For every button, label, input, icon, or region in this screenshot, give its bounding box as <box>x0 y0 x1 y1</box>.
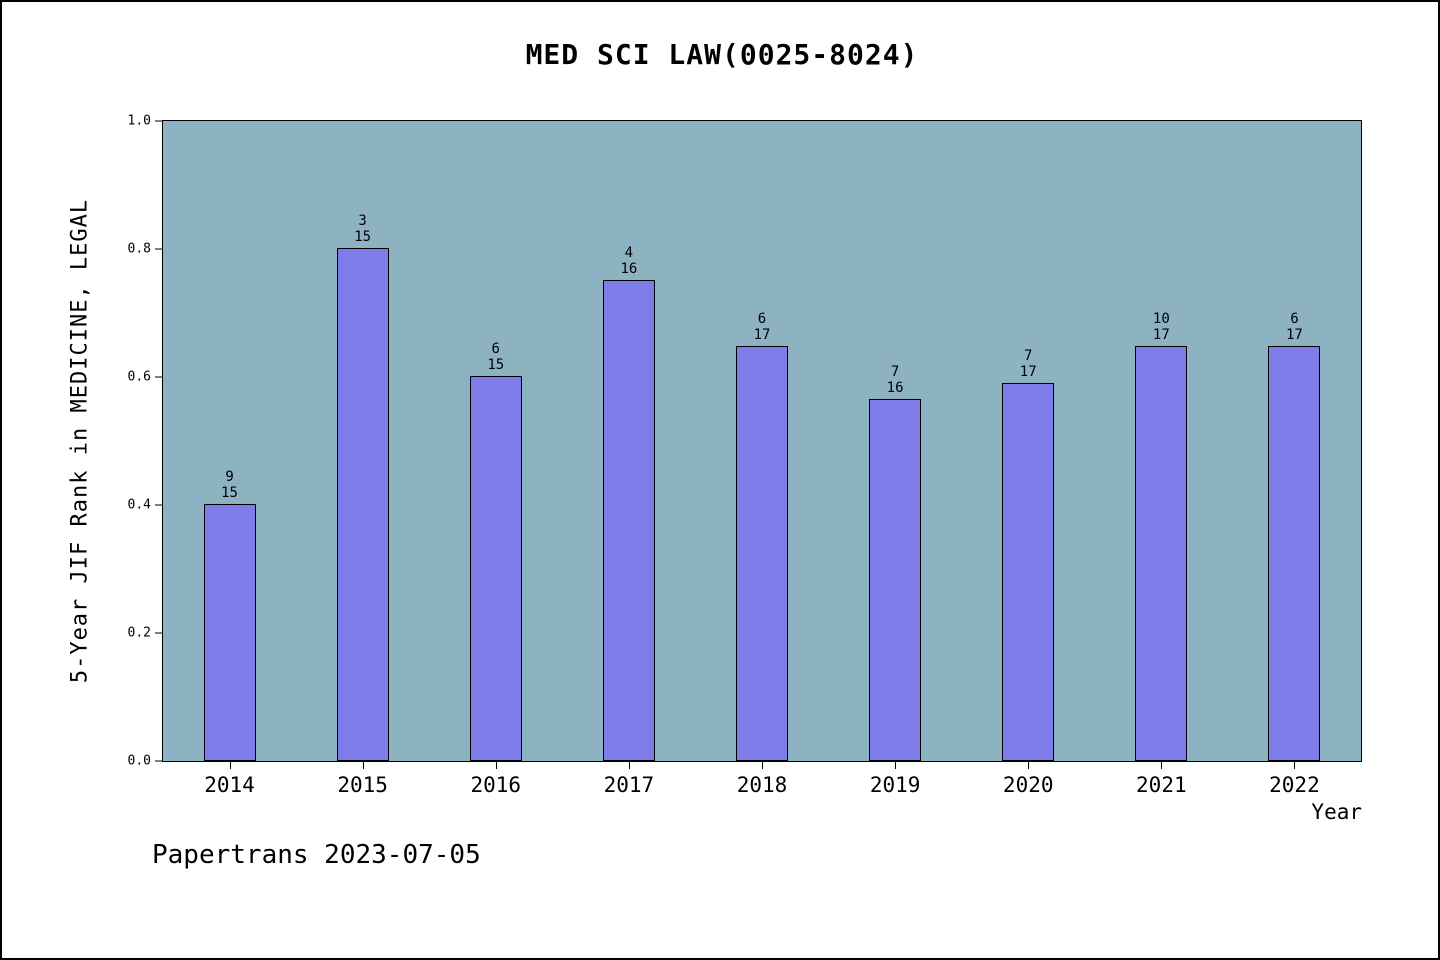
x-tick-mark <box>1028 761 1030 769</box>
bar-2021 <box>1135 346 1188 761</box>
x-tick-label-2018: 2018 <box>736 773 788 797</box>
y-tick-mark <box>155 760 163 762</box>
bar-total-value: 16 <box>620 260 638 277</box>
y-tick-label-0.8: 0.8 <box>127 241 151 257</box>
bar-rank-value: 4 <box>624 244 634 261</box>
x-tick-mark <box>362 761 364 769</box>
x-tick-mark <box>895 761 897 769</box>
bar-rank-value: 6 <box>757 311 767 328</box>
y-tick-mark <box>155 504 163 506</box>
x-tick-mark <box>495 761 497 769</box>
y-tick-label-1.0: 1.0 <box>127 113 151 129</box>
y-tick-mark <box>155 632 163 634</box>
x-tick-label-2022: 2022 <box>1269 773 1320 797</box>
y-tick-label-0.0: 0.0 <box>127 753 151 769</box>
bar-rank-value: 7 <box>890 364 900 381</box>
bar-total-value: 17 <box>753 327 771 344</box>
bar-value-label-2021: 10 17 <box>1153 311 1170 343</box>
x-tick-mark <box>762 761 763 769</box>
bar-2022 <box>1268 346 1321 761</box>
x-tick-mark <box>628 761 630 769</box>
bar-rank-value: 9 <box>225 468 234 485</box>
bar-value-label-2020: 7 17 <box>1020 348 1037 380</box>
bar-total-value: 15 <box>221 484 238 501</box>
bar-value-label-2014: 9 15 <box>221 469 238 501</box>
bar-value-label-2016: 6 15 <box>487 341 504 373</box>
bar-2020 <box>1002 383 1055 761</box>
x-tick-mark <box>1294 761 1296 769</box>
bar-2016 <box>469 375 522 761</box>
watermark-text: Papertrans 2023-07-05 <box>152 840 481 870</box>
bar-total-value: 17 <box>1152 327 1170 344</box>
y-tick-label-0.6: 0.6 <box>127 369 151 385</box>
y-tick-mark <box>155 248 163 250</box>
x-tick-mark <box>1161 761 1163 769</box>
y-tick-mark <box>155 376 163 378</box>
x-tick-mark <box>229 761 231 769</box>
bar-2017 <box>602 279 655 761</box>
bar-value-label-2015: 3 15 <box>354 213 371 245</box>
bar-total-value: 17 <box>1019 364 1037 381</box>
x-tick-label-2020: 2020 <box>1002 773 1054 797</box>
bar-value-label-2018: 6 17 <box>754 311 771 343</box>
bar-total-value: 15 <box>487 356 505 373</box>
y-tick-mark <box>155 120 163 122</box>
bar-rank-value: 3 <box>358 212 367 229</box>
plot-area: 9 15 2014 3 15 2015 6 15 2016 4 16 2017 6 17 2018 7 16 20… <box>128 114 1362 797</box>
bar-2019 <box>869 399 922 761</box>
bar-value-label-2019: 7 16 <box>887 364 904 396</box>
bar-rank-value: 10 <box>1152 311 1170 328</box>
bar-total-value: 17 <box>1286 327 1303 344</box>
chart-title: MED SCI LAW(0025-8024) <box>525 38 919 71</box>
bar-total-value: 15 <box>354 228 372 245</box>
y-tick-label-0.4: 0.4 <box>127 497 151 513</box>
x-tick-label-2019: 2019 <box>869 773 921 797</box>
y-axis-label: 5-Year JIF Rank in MEDICINE, LEGAL <box>67 198 93 684</box>
x-tick-label-2014: 2014 <box>204 773 255 797</box>
x-axis-label: Year <box>1311 800 1362 824</box>
bar-value-label-2017: 4 16 <box>620 245 637 277</box>
y-tick-label-0.2: 0.2 <box>127 625 151 641</box>
bar-rank-value: 7 <box>1023 348 1033 365</box>
x-tick-label-2017: 2017 <box>603 773 655 797</box>
bar-total-value: 16 <box>886 380 904 397</box>
bar-rank-value: 6 <box>1290 311 1299 328</box>
x-tick-label-2016: 2016 <box>470 773 522 797</box>
bar-rank-value: 6 <box>491 340 500 357</box>
bar-2014 <box>203 503 256 761</box>
x-tick-label-2015: 2015 <box>337 773 388 797</box>
x-tick-label-2021: 2021 <box>1136 773 1187 797</box>
bar-2018 <box>736 346 788 761</box>
bar-value-label-2022: 6 17 <box>1286 311 1303 343</box>
bar-2015 <box>336 247 389 761</box>
